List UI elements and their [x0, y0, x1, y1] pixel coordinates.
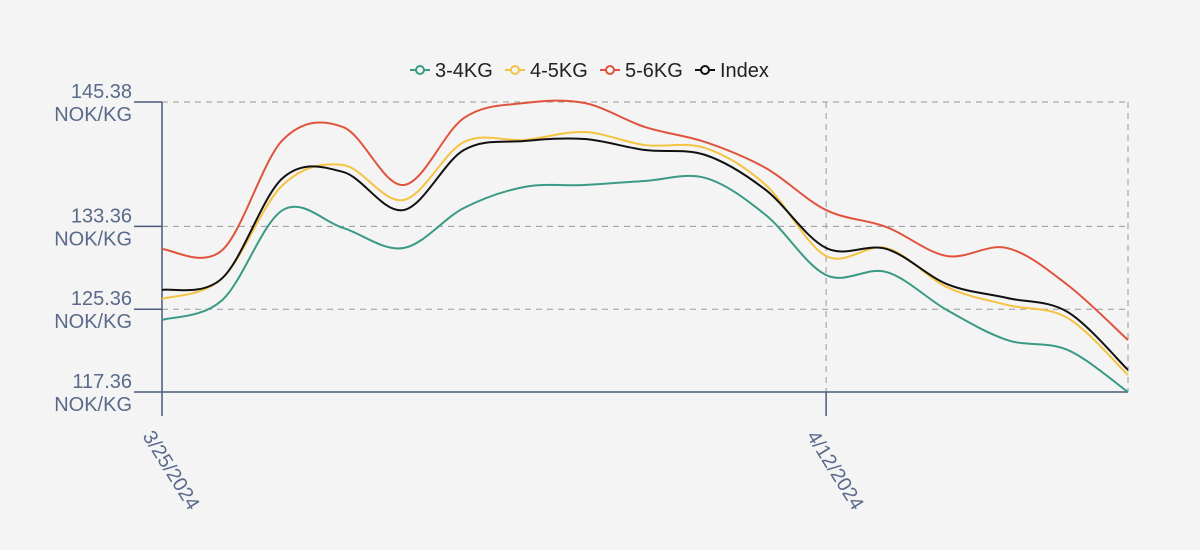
y-tick-label: 117.36 NOK/KG: [54, 371, 132, 416]
legend-label: 4-5KG: [530, 60, 588, 82]
y-tick-label: 133.36 NOK/KG: [54, 205, 132, 250]
series-line: [161, 174, 1129, 393]
legend-marker: [605, 65, 615, 75]
x-tick-label: 3/25/2024: [138, 427, 204, 514]
legend: 3-4KG 4-5KG 5-6KG Index: [410, 60, 769, 82]
legend-marker: [700, 65, 710, 75]
legend-marker: [510, 65, 520, 75]
series-line: [161, 131, 1129, 376]
legend-label: Index: [720, 60, 769, 82]
legend-label: 3-4KG: [435, 60, 493, 82]
legend-label: 5-6KG: [625, 60, 683, 82]
y-tick-label: 125.36 NOK/KG: [54, 288, 132, 333]
legend-marker: [415, 65, 425, 75]
x-tick-label: 4/12/2024: [802, 427, 868, 514]
series-line: [161, 99, 1129, 341]
series-line: [161, 137, 1129, 371]
y-tick-label: 145.38 NOK/KG: [54, 81, 132, 126]
